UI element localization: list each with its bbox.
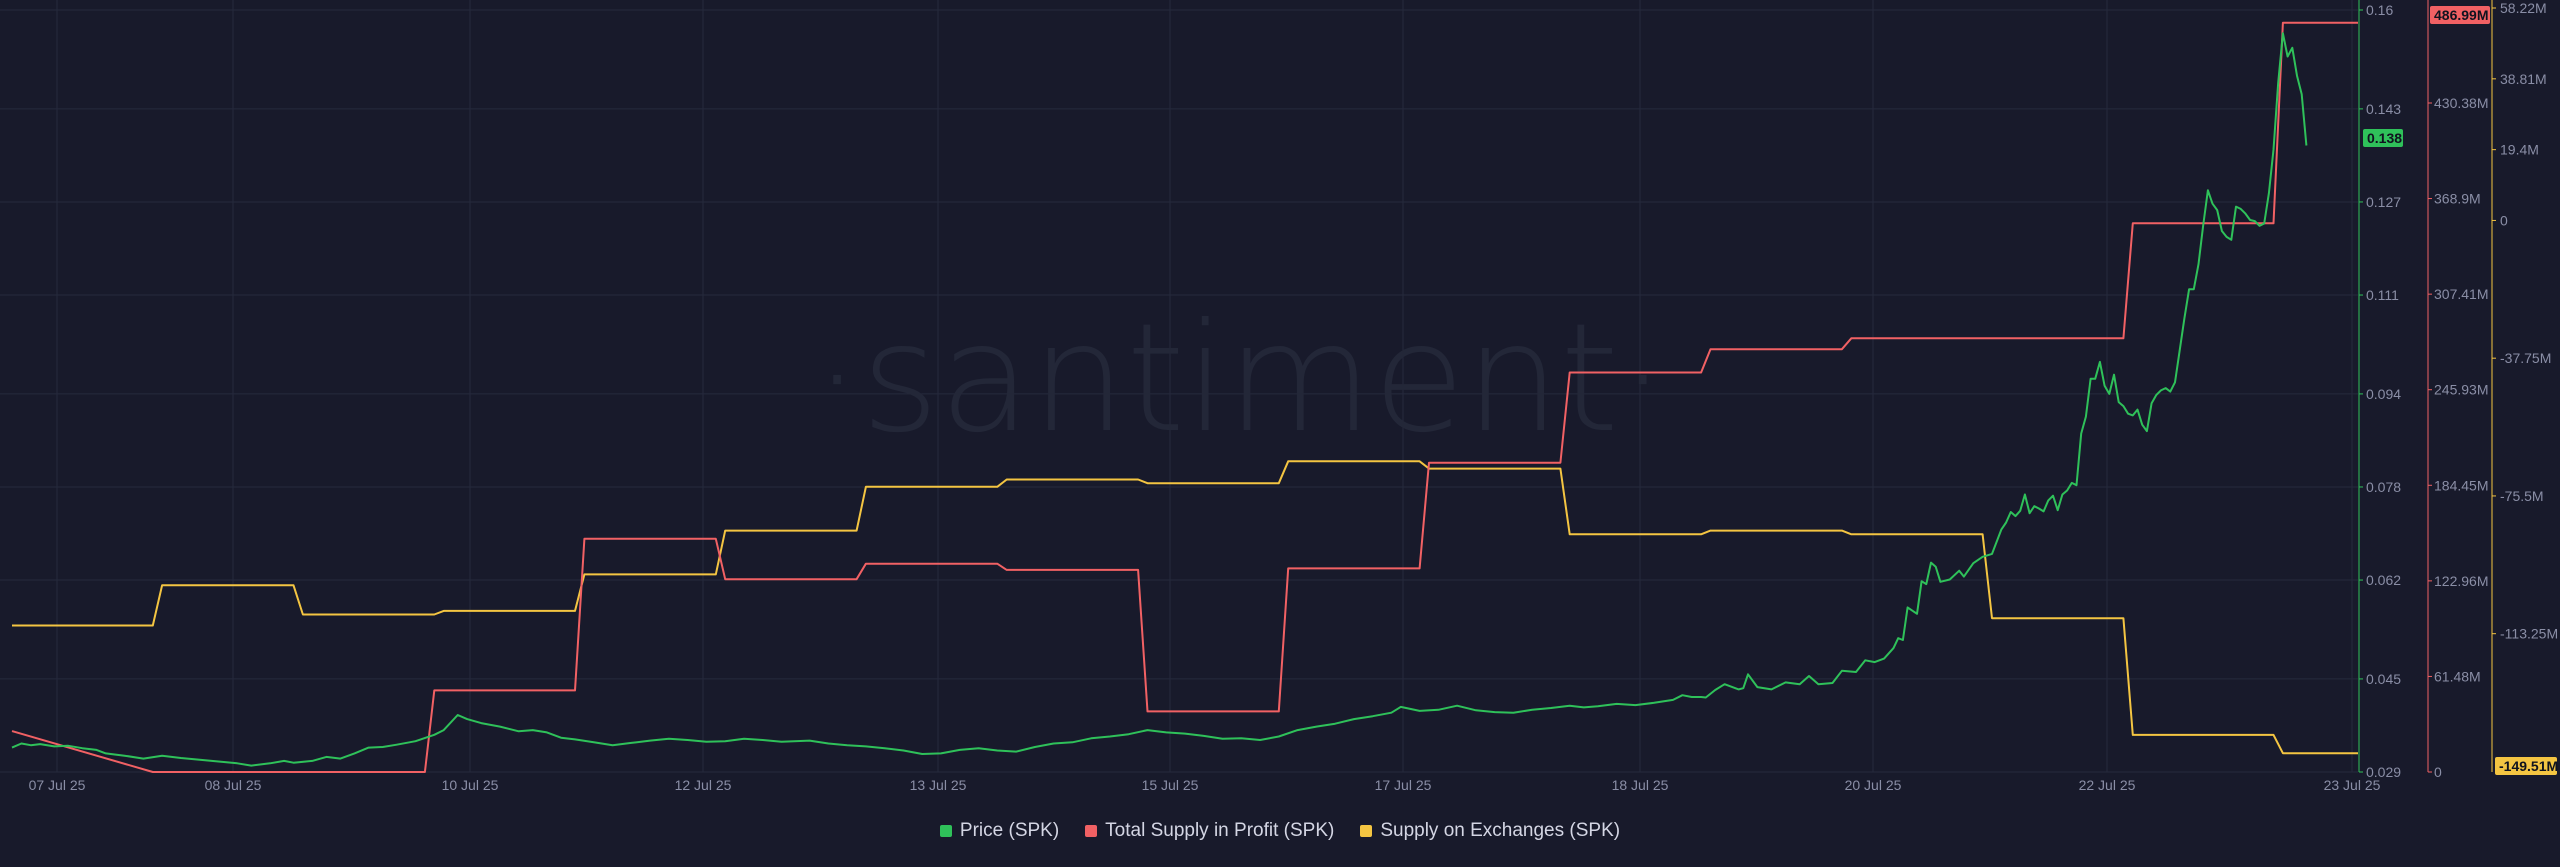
axes-layer: 07 Jul 25 08 Jul 25 10 Jul 25 12 Jul 25 13 J… bbox=[29, 0, 2558, 793]
y-tick-label-exchanges: -37.75M bbox=[2500, 350, 2551, 366]
exchanges-current-badge-bg bbox=[2495, 757, 2557, 775]
legend-item-profit[interactable]: Total Supply in Profit (SPK) bbox=[1085, 820, 1334, 842]
y-tick-label-exchanges: 0 bbox=[2500, 212, 2508, 228]
legend-swatch-exchanges bbox=[1360, 825, 1373, 837]
y-tick-label-profit: 184.45M bbox=[2434, 477, 2488, 493]
legend: Price (SPK) Total Supply in Profit (SPK)… bbox=[0, 820, 2560, 842]
y-tick-label-price: 0.143 bbox=[2366, 101, 2401, 117]
y-tick-label-price: 0.062 bbox=[2366, 572, 2401, 588]
x-tick-label: 13 Jul 25 bbox=[910, 777, 967, 793]
y-tick-label-price: 0.045 bbox=[2366, 671, 2401, 687]
x-tick-label: 07 Jul 25 bbox=[29, 777, 86, 793]
y-tick-label-profit: 122.96M bbox=[2434, 573, 2488, 589]
y-tick-label-exchanges: 19.4M bbox=[2500, 142, 2539, 158]
legend-label-exchanges: Supply on Exchanges (SPK) bbox=[1380, 820, 1621, 841]
y-tick-label-exchanges: 38.81M bbox=[2500, 71, 2547, 87]
x-tick-label: 22 Jul 25 bbox=[2079, 777, 2136, 793]
series-line-price bbox=[11, 32, 2308, 767]
price-current-badge-bg bbox=[2363, 128, 2403, 147]
x-tick-label: 15 Jul 25 bbox=[1142, 777, 1199, 793]
y-tick-label-price: 0.029 bbox=[2366, 764, 2401, 780]
y-tick-label-exchanges: 58.22M bbox=[2500, 0, 2547, 16]
y-tick-label-profit: 368.9M bbox=[2434, 191, 2481, 207]
legend-label-price: Price (SPK) bbox=[959, 820, 1060, 841]
y-tick-label-price: 0.078 bbox=[2366, 479, 2401, 495]
y-tick-label-profit: 245.93M bbox=[2434, 382, 2488, 398]
legend-swatch-price bbox=[939, 825, 952, 837]
series-line-profit bbox=[11, 21, 2358, 773]
watermark: ·santiment· bbox=[813, 292, 1666, 466]
y-tick-label-profit: 61.48M bbox=[2434, 668, 2481, 684]
x-tick-label: 23 Jul 25 bbox=[2324, 777, 2381, 793]
y-tick-label-price: 0.127 bbox=[2366, 194, 2401, 210]
y-tick-label-price: 0.111 bbox=[2366, 287, 2399, 303]
legend-item-exchanges[interactable]: Supply on Exchanges (SPK) bbox=[1360, 820, 1620, 842]
y-tick-label-profit: 307.41M bbox=[2434, 286, 2488, 302]
series-layer bbox=[11, 21, 2358, 773]
exchanges-current-badge: -149.51M bbox=[2499, 758, 2558, 774]
profit-current-badge-bg bbox=[2430, 6, 2490, 24]
y-tick-label-profit: 0 bbox=[2434, 764, 2442, 780]
x-tick-label: 10 Jul 25 bbox=[442, 777, 499, 793]
series-line-exchanges bbox=[12, 460, 2358, 755]
x-tick-label: 17 Jul 25 bbox=[1375, 777, 1432, 793]
profit-current-badge: 486.99M bbox=[2434, 7, 2488, 23]
y-tick-label-price: 0.16 bbox=[2366, 2, 2393, 18]
x-tick-label: 20 Jul 25 bbox=[1845, 777, 1902, 793]
legend-swatch-profit bbox=[1085, 825, 1098, 837]
y-tick-label-profit: 430.38M bbox=[2434, 95, 2488, 111]
chart-grid bbox=[0, 0, 2358, 773]
x-tick-label: 18 Jul 25 bbox=[1612, 777, 1669, 793]
y-tick-label-exchanges: -75.5M bbox=[2500, 488, 2544, 504]
y-tick-label-exchanges: -113.25M bbox=[2500, 626, 2558, 642]
y-tick-label-price: 0.094 bbox=[2366, 386, 2401, 402]
x-tick-label: 12 Jul 25 bbox=[675, 777, 732, 793]
price-current-badge: 0.138 bbox=[2367, 130, 2402, 146]
legend-item-price[interactable]: Price (SPK) bbox=[939, 820, 1060, 842]
x-tick-label: 08 Jul 25 bbox=[205, 777, 262, 793]
legend-label-profit: Total Supply in Profit (SPK) bbox=[1105, 820, 1335, 841]
